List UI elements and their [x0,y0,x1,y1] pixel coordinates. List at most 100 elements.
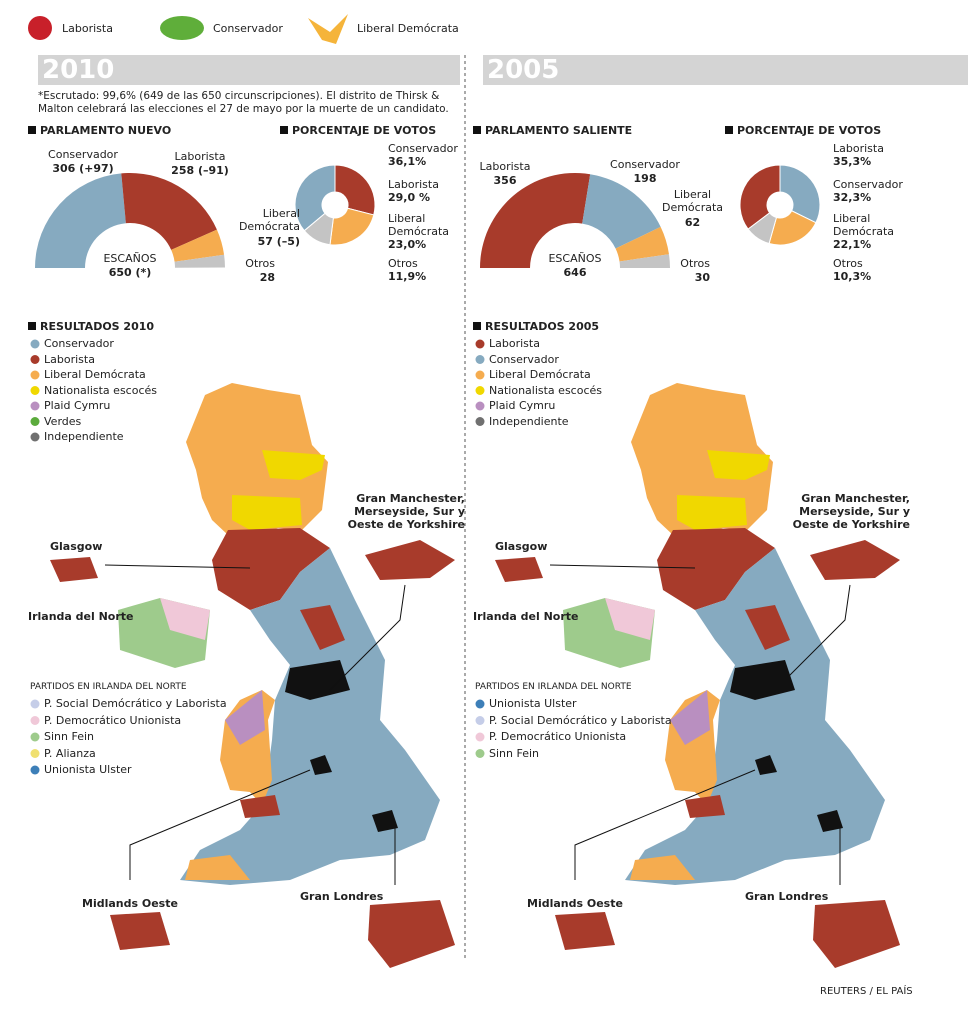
results-party: Verdes [44,414,82,428]
ni-party: P. Alianza [44,746,96,760]
conservative-icon [160,16,204,40]
vote-slice [329,207,375,246]
legend-dot [30,339,40,349]
vote-slice [334,164,376,216]
seat-value: 306 (+97) [52,162,114,175]
vote-value: 10,3% [833,270,872,283]
vote-slice [779,164,821,224]
map-label: Irlanda del Norte [28,610,134,623]
seat-party: Otros [245,257,275,270]
map-label: Gran Manchester, Merseyside, Sur y Oeste… [792,492,910,531]
vote-slice [303,212,334,246]
vote-party: Conservador [388,142,458,155]
map-label: Irlanda del Norte [473,610,579,623]
results-title: RESULTADOS 2005 [473,320,599,333]
legend-dot [475,716,485,725]
votes-title: PORCENTAJE DE VOTOS [725,124,881,137]
legend-dot [475,699,485,709]
year: 2005 [487,55,560,85]
vote-value: 22,1% [833,238,872,251]
source: REUTERS / EL PAÍS [820,986,913,997]
seat-party: Liberal Demócrata [238,207,300,233]
map-label: Midlands Oeste [82,897,178,910]
results-party: Conservador [489,352,559,366]
vote-value: 23,0% [388,238,427,251]
vote-party: Laborista [833,142,884,155]
seat-party: Laborista [174,150,226,163]
ni-party: Sinn Fein [44,730,94,743]
legend-dot [475,386,485,395]
ni-party: Sinn Fein [489,746,539,760]
vote-party: Liberal Demócrata [388,212,450,238]
ni-party: P. Democrático Unionista [44,713,182,727]
seats-total-label: ESCAÑOS [548,252,602,265]
seat-party: Conservador [610,158,680,171]
ni-party: P. Democrático Unionista [489,730,627,743]
legend-dot [475,370,485,380]
ni-party: P. Social Demócrático y Laborista [489,713,672,727]
results-party: Conservador [44,337,114,350]
results-party: Independiente [44,430,124,443]
seat-party: Laborista [479,160,531,173]
vote-value: 36,1% [388,155,427,168]
map-label: Gran Londres [300,890,384,903]
vote-value: 11,9% [388,270,427,283]
vote-party: Liberal Demócrata [833,212,895,238]
legend-dot [30,386,40,395]
legend-dot [475,417,485,426]
legend-dot [30,401,40,411]
ni-party: P. Social Demócrático y Laborista [44,697,227,710]
results-party: Laborista [44,352,95,366]
year-bar [38,55,460,85]
seat-value: 356 [493,174,517,187]
map-label: Midlands Oeste [527,897,623,910]
legend-dot [30,432,40,442]
seat-value: 62 [684,216,701,229]
results-party: Liberal Demócrata [489,368,591,381]
seats-title: PARLAMENTO SALIENTE [473,124,632,137]
legend-dot [30,749,40,758]
vote-party: Conservador [833,178,903,191]
seat-party: Conservador [48,148,118,161]
map-label: Glasgow [495,540,548,553]
seats-total: 650 (*) [108,266,152,279]
year: 2010 [42,55,115,85]
seats-total: 646 [563,266,587,279]
seat-party: Liberal Demócrata [661,188,724,214]
seat-party: Otros [680,257,710,270]
map-label: Gran Londres [745,890,829,903]
legend-label: Liberal Demócrata [357,22,459,35]
seat-value: 28 [259,271,275,284]
results-party: Plaid Cymru [44,399,111,412]
seat-segment [615,226,669,262]
legend-dot [30,765,40,775]
legend-label: Laborista [62,22,113,35]
map-label: Gran Manchester, Merseyside, Sur y Oeste… [347,492,465,531]
legend-dot [475,749,485,758]
seat-value: 258 (–91) [171,164,229,177]
legend-dot [30,699,40,709]
vote-party: Otros [833,257,863,270]
results-party: Independiente [489,414,569,428]
results-party: Liberal Demócrata [44,368,146,381]
seats-total-label: ESCAÑOS [103,252,157,265]
vote-party: Otros [388,257,418,270]
seat-value: 57 (–5) [257,235,300,248]
seat-segment [582,174,661,249]
seat-segment [35,173,126,268]
legend-dot [30,716,40,725]
vote-slice [294,164,336,232]
results-party: Laborista [489,337,540,350]
seats-title: PARLAMENTO NUEVO [28,124,171,137]
vote-slice [739,164,781,230]
vote-party: Laborista [388,178,439,191]
legend-dot [475,339,485,349]
seat-segment [171,229,225,262]
seat-segment [480,173,591,268]
legend-dot [475,355,485,364]
vote-slice [747,212,778,245]
note: *Escrutado: 99,6% (649 de las 650 circun… [38,90,449,115]
legend-dot [475,732,485,742]
